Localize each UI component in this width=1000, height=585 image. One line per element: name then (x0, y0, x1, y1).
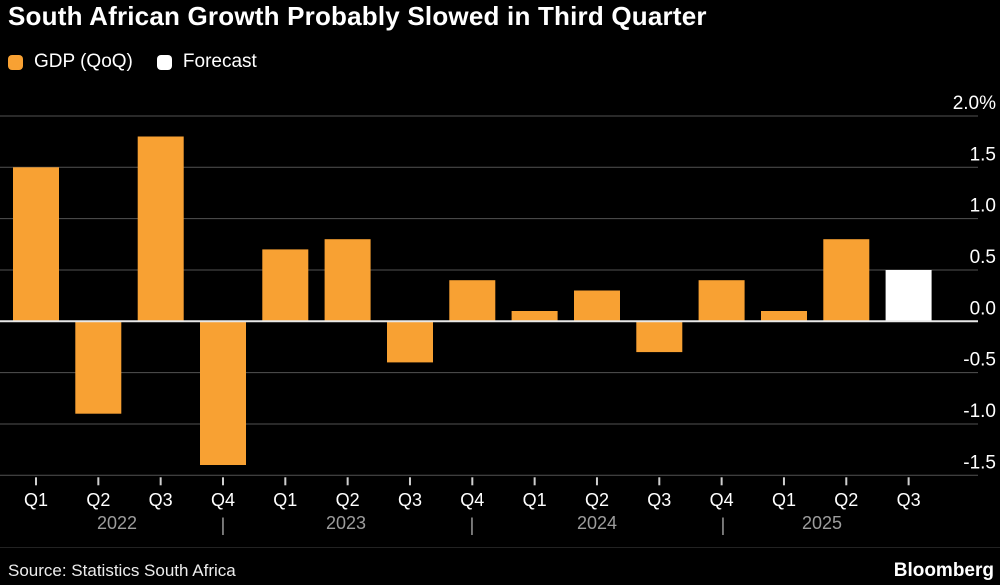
legend-label-gdp: GDP (QoQ) (34, 51, 133, 72)
x-label-Q2-2025: Q2 (834, 490, 858, 510)
year-label-2022: 2022 (97, 513, 137, 533)
bloomberg-logo: Bloomberg (893, 560, 994, 581)
bar-Q4-2023 (449, 280, 496, 322)
year-label-2025: 2025 (802, 513, 842, 533)
x-label-Q3-2024: Q3 (647, 490, 671, 510)
x-label-Q1-2024: Q1 (523, 490, 547, 510)
x-label-Q4-2023: Q4 (460, 490, 484, 510)
bar-Q3-2023 (387, 321, 433, 363)
x-label-Q1-2023: Q1 (273, 490, 297, 510)
bar-Q2-2025 (823, 239, 870, 322)
bar-Q4-2024 (698, 280, 745, 322)
forecast-swatch-icon (156, 54, 172, 70)
x-label-Q3-2023: Q3 (398, 490, 422, 510)
year-label-2023: 2023 (326, 513, 366, 533)
x-label-Q2-2023: Q2 (336, 490, 360, 510)
bar-Q2-2022 (75, 321, 122, 414)
legend-item-forecast: Forecast (156, 51, 257, 73)
year-separator-0: | (221, 515, 226, 535)
bar-Q2-2023 (324, 239, 371, 322)
bar-Q1-2022 (13, 167, 59, 322)
y-label-1.0: 1.0 (970, 196, 996, 217)
chart-title: South African Growth Probably Slowed in … (8, 1, 707, 31)
bar-Q1-2025 (761, 311, 807, 322)
y-label--1.0: -1.0 (963, 401, 996, 422)
chart-legend: GDP (QoQ) Forecast (8, 51, 257, 73)
bar-Q4-2022 (200, 321, 246, 465)
x-label-Q4-2024: Q4 (710, 490, 734, 510)
y-label-2.0%: 2.0% (953, 93, 996, 114)
y-label-0.0: 0.0 (970, 298, 996, 319)
bar-Q1-2024 (511, 311, 558, 322)
gdp-bar-chart: Q1 Q2 Q3 Q4 Q1 Q2 Q3 Q4 Q1 Q2 Q3 Q4 Q1 Q2 Q3 2022 2023 20… (0, 93, 996, 535)
x-label-Q1-2025: Q1 (772, 490, 796, 510)
source-text: Source: Statistics South Africa (8, 561, 236, 580)
year-label-2024: 2024 (577, 513, 617, 533)
x-label-Q4-2022: Q4 (211, 490, 235, 510)
x-label-Q1-2022: Q1 (24, 490, 48, 510)
x-label-Q3-2025: Q3 (897, 490, 921, 510)
x-label-Q3-2022: Q3 (149, 490, 173, 510)
bar-Q1-2023 (262, 249, 309, 322)
x-label-Q2-2022: Q2 (86, 490, 110, 510)
bar-Q3-2024 (636, 321, 683, 353)
year-separator-2: | (721, 515, 726, 535)
y-label-1.5: 1.5 (970, 144, 996, 165)
bar-Q3-2022 (137, 136, 184, 322)
bar-Q3-2025 (885, 270, 932, 322)
x-label-Q2-2024: Q2 (585, 490, 609, 510)
bar-Q2-2024 (574, 290, 620, 322)
y-label--0.5: -0.5 (963, 350, 996, 371)
y-label--1.5: -1.5 (963, 452, 996, 473)
legend-item-gdp: GDP (QoQ) (8, 51, 133, 73)
year-separator-1: | (470, 515, 475, 535)
footer-divider (0, 547, 1000, 548)
gdp-swatch-icon (8, 54, 23, 70)
y-label-0.5: 0.5 (970, 247, 996, 268)
legend-label-forecast: Forecast (182, 51, 257, 72)
